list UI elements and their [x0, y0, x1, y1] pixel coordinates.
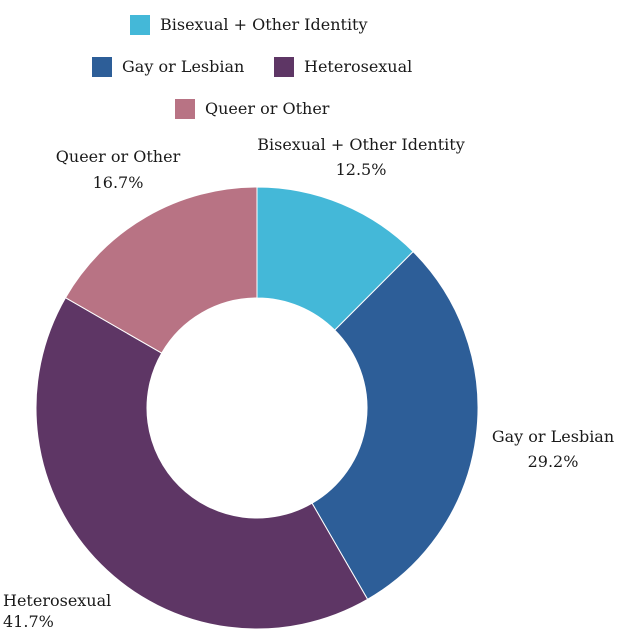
- legend-item-bisexual-other: Bisexual + Other Identity: [130, 15, 368, 35]
- slice-label-name-heterosexual: Heterosexual: [3, 591, 111, 610]
- chart-legend: Bisexual + Other Identity Gay or Lesbian…: [92, 15, 412, 119]
- legend-label-gay-lesbian: Gay or Lesbian: [122, 57, 244, 76]
- legend-item-heterosexual: Heterosexual: [274, 57, 412, 77]
- slice-heterosexual: [35, 297, 369, 630]
- slice-label-value-heterosexual: 41.7%: [3, 612, 54, 630]
- legend-label-bisexual-other: Bisexual + Other Identity: [160, 15, 368, 34]
- slice-labels: Bisexual + Other Identity 12.5% Gay or L…: [3, 135, 614, 630]
- slice-label-name-bisexual-other: Bisexual + Other Identity: [257, 135, 465, 154]
- legend-swatch-heterosexual: [274, 57, 294, 77]
- slice-label-value-queer-other: 16.7%: [93, 173, 144, 192]
- legend-item-queer-other: Queer or Other: [175, 99, 330, 119]
- slice-label-value-gay-lesbian: 29.2%: [528, 452, 579, 471]
- legend-swatch-queer-other: [175, 99, 195, 119]
- legend-swatch-bisexual-other: [130, 15, 150, 35]
- slice-label-value-bisexual-other: 12.5%: [336, 160, 387, 179]
- slice-label-name-queer-other: Queer or Other: [56, 147, 181, 166]
- slice-queer-other: [64, 186, 258, 354]
- slice-gay-lesbian: [311, 250, 479, 601]
- legend-label-heterosexual: Heterosexual: [304, 57, 412, 76]
- donut-slices: [35, 186, 479, 630]
- slice-label-name-gay-lesbian: Gay or Lesbian: [492, 427, 614, 446]
- legend-item-gay-lesbian: Gay or Lesbian: [92, 57, 244, 77]
- legend-swatch-gay-lesbian: [92, 57, 112, 77]
- legend-label-queer-other: Queer or Other: [205, 99, 330, 118]
